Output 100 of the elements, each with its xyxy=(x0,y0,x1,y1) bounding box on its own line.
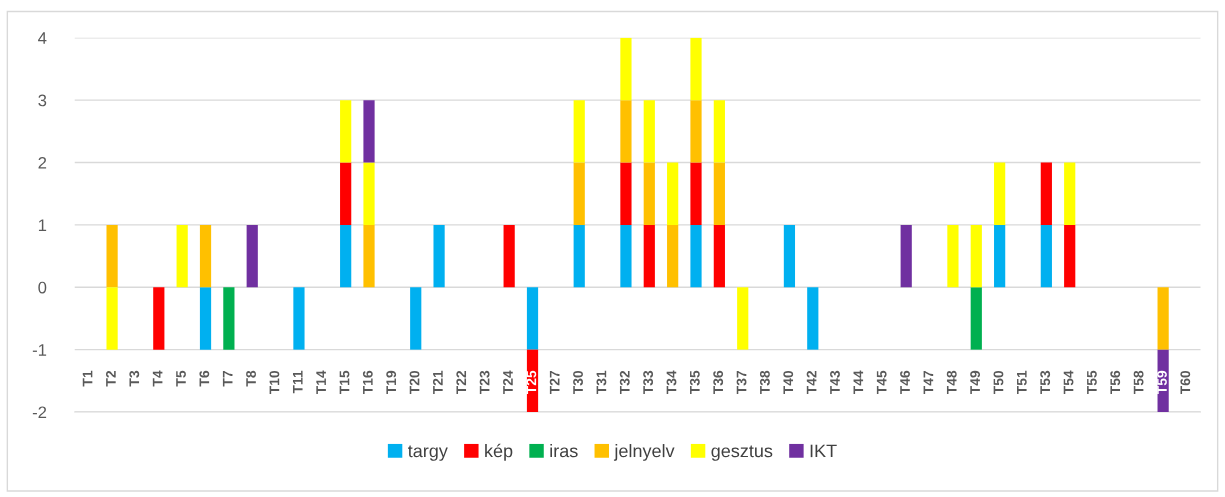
bar xyxy=(433,224,445,288)
bar xyxy=(690,100,702,163)
x-tick-label: T14 xyxy=(316,370,326,395)
x-tick-label: T4 xyxy=(152,370,163,387)
bar xyxy=(1040,162,1052,225)
bar xyxy=(970,287,982,350)
bar xyxy=(1064,224,1076,288)
bar xyxy=(994,224,1006,288)
bar xyxy=(643,224,655,288)
x-tick-label: T5 xyxy=(176,370,186,387)
x-tick-label: T56 xyxy=(1110,370,1121,395)
bar xyxy=(363,100,375,163)
bar xyxy=(713,224,725,288)
bar xyxy=(620,37,632,101)
bar xyxy=(947,224,959,288)
bar xyxy=(153,287,165,350)
x-tick-label: T48 xyxy=(946,370,957,395)
x-tick-label: T23 xyxy=(479,370,490,395)
bar xyxy=(737,287,749,350)
x-tick-label: T33 xyxy=(643,370,654,395)
x-tick-label: T36 xyxy=(713,370,724,395)
x-tick-label: T49 xyxy=(970,370,981,395)
x-tick-label: T58 xyxy=(1133,370,1144,395)
x-tick-label: T25 xyxy=(526,370,537,395)
x-tick-label: T27 xyxy=(549,370,560,395)
bar xyxy=(970,224,982,288)
bar xyxy=(363,224,375,288)
x-tick-label: T47 xyxy=(923,370,934,395)
x-tick-label: T20 xyxy=(409,370,420,395)
bar xyxy=(340,224,352,288)
bar xyxy=(573,162,585,225)
x-tick-label: T3 xyxy=(129,370,140,387)
x-tick-label: T1 xyxy=(82,370,93,387)
bar xyxy=(573,100,585,163)
bar xyxy=(690,162,702,225)
bar xyxy=(667,162,679,225)
x-tick-label: T22 xyxy=(456,370,467,395)
bar xyxy=(340,162,352,225)
bar xyxy=(620,224,632,288)
x-tick-label: T10 xyxy=(269,370,280,395)
x-tick-label: T24 xyxy=(503,370,513,395)
bar xyxy=(807,287,819,350)
y-tick-label: 2 xyxy=(38,156,47,169)
x-tick-label: T46 xyxy=(900,370,910,395)
legend-label: targy xyxy=(408,445,448,461)
bar xyxy=(620,162,632,225)
bar xyxy=(1064,162,1076,225)
x-tick-label: T31 xyxy=(596,370,607,395)
bar xyxy=(620,100,632,163)
bar xyxy=(643,100,655,163)
bar xyxy=(994,162,1006,225)
x-tick-label: T8 xyxy=(246,370,256,387)
y-tick-label: -2 xyxy=(32,406,47,419)
bar xyxy=(690,224,702,288)
x-tick-label: T11 xyxy=(292,370,303,394)
x-tick-label: T42 xyxy=(806,370,817,395)
bar xyxy=(246,224,258,288)
y-tick-label: 0 xyxy=(38,281,47,294)
bar xyxy=(690,37,702,101)
bar xyxy=(363,162,375,225)
legend-label: jelnyelv xyxy=(613,444,675,461)
y-tick-label: 3 xyxy=(38,94,47,107)
bar xyxy=(1040,224,1052,288)
x-tick-label: T43 xyxy=(830,370,840,395)
x-tick-label: T45 xyxy=(876,370,887,395)
x-tick-label: T51 xyxy=(1017,370,1027,395)
bar xyxy=(783,224,796,288)
legend-label: IKT xyxy=(810,444,837,458)
bar xyxy=(176,224,188,288)
bar xyxy=(573,224,585,288)
x-tick-label: T44 xyxy=(853,370,864,395)
x-tick-label: T32 xyxy=(619,370,630,395)
bar xyxy=(106,287,118,350)
bar xyxy=(223,287,235,350)
x-tick-label: T55 xyxy=(1087,370,1097,395)
x-tick-label: T40 xyxy=(783,370,794,395)
x-tick-label: T50 xyxy=(993,370,1004,395)
bar xyxy=(713,100,725,163)
bar xyxy=(410,287,422,350)
bar xyxy=(1157,287,1169,350)
bar xyxy=(667,224,679,288)
x-tick-label: T59 xyxy=(1157,370,1167,395)
x-tick-label: T38 xyxy=(759,370,770,395)
y-tick-label: 4 xyxy=(38,32,47,44)
bar xyxy=(643,162,655,225)
x-tick-label: T21 xyxy=(432,370,443,395)
legend-label: gesztus xyxy=(711,445,773,461)
legend-label: kép xyxy=(485,443,513,461)
bar xyxy=(340,100,352,163)
x-tick-label: T6 xyxy=(199,370,210,387)
x-tick-label: T16 xyxy=(362,370,373,395)
bar xyxy=(900,224,912,288)
x-tick-label: T35 xyxy=(689,370,700,395)
bar xyxy=(293,287,305,350)
bar xyxy=(199,287,212,350)
x-tick-label: T34 xyxy=(666,370,677,395)
x-tick-label: T53 xyxy=(1040,370,1051,395)
x-tick-label: T2 xyxy=(105,370,116,387)
y-tick-label: -1 xyxy=(32,344,47,356)
legend-label: iras xyxy=(550,444,578,458)
